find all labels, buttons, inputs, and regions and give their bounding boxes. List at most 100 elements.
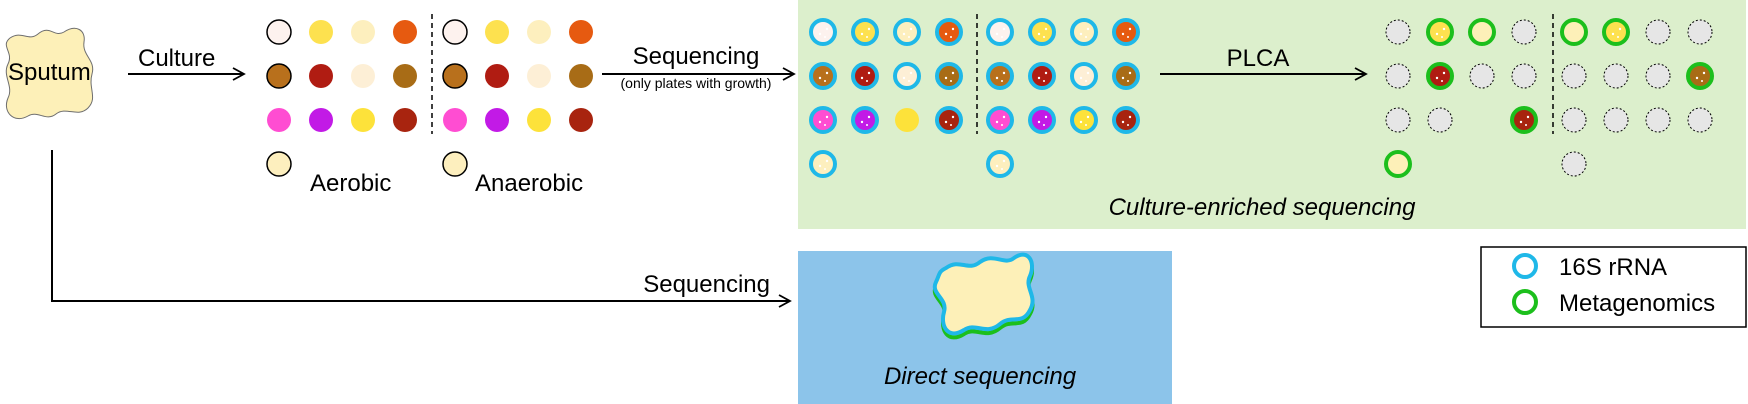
colony-dot [1001,168,1003,170]
legend-meta-ring [1512,289,1538,315]
colony-dot [825,27,829,31]
plca-empty-plate [1385,63,1411,89]
plca-empty-plate [1561,63,1587,89]
enriched-plate-16s [986,106,1014,134]
colony-dot [867,27,871,31]
plca-empty-plate [1385,107,1411,133]
culture-plate [527,64,551,88]
aerobic-plates [266,19,417,177]
colony-dot [824,168,826,170]
plca-meta-plate [1384,150,1412,178]
colony-dot [1128,115,1132,119]
plca-empty-plate [1603,63,1629,89]
sequencing-note: (only plates with growth) [621,75,772,91]
culture-plate [266,63,292,89]
colony-dot [1121,32,1125,36]
direct-sequencing-caption: Direct sequencing [884,363,1077,390]
colony-dot [818,76,822,80]
enriched-plate-16s [851,106,879,134]
colony-dot [1085,80,1087,82]
plca-empty-plate [1603,107,1629,133]
colony-dot [1002,27,1006,31]
enriched-plate-16s [809,62,837,90]
colony-dot [902,32,906,36]
plca-empty-plate [1645,107,1671,133]
colony-dot [1701,80,1703,82]
culture-plate [393,64,417,88]
culture-plate [527,108,551,132]
colony-dot [1043,124,1045,126]
culture-plate [485,64,509,88]
colony-dot [995,164,999,168]
colony-dot [951,27,955,31]
colony-dot [1128,71,1132,75]
colony-dot [1127,36,1129,38]
colony-dot [1037,76,1041,80]
enriched-plate-16s [851,18,879,46]
plca-empty-plate [1469,63,1495,89]
colony-dot [1618,27,1622,31]
enriched-plate-16s [1112,18,1140,46]
culture-plate [485,108,509,132]
colony-dot [1043,80,1045,82]
enriched-anaerobic-plates [986,18,1140,178]
colony-dot [1086,115,1090,119]
colony-dot [860,76,864,80]
enriched-plate [895,108,919,132]
plca-empty-plate [1427,107,1453,133]
colony-dot [866,124,868,126]
enriched-plate-16s [986,18,1014,46]
culture-plate [351,108,375,132]
colony-dot [867,71,871,75]
sequencing-label-bottom: Sequencing [643,271,770,298]
sputum-label: Sputum [8,59,91,86]
colony-dot [1519,120,1523,124]
colony-dot [909,27,913,31]
colony-dot [1441,36,1443,38]
enriched-plate-16s [935,62,963,90]
culture-plate [393,20,417,44]
enriched-plate-16s [893,18,921,46]
colony-dot [825,115,829,119]
colony-dot [1044,71,1048,75]
colony-dot [1085,36,1087,38]
colony-dot [909,71,913,75]
colony-dot [1001,80,1003,82]
colony-dot [944,32,948,36]
colony-dot [1128,27,1132,31]
culture-plate [309,20,333,44]
colony-dot [824,36,826,38]
enriched-plate-16s [935,18,963,46]
enriched-aerobic-plates [809,18,963,178]
colony-dot [818,120,822,124]
enriched-plate-16s [809,150,837,178]
sequencing-label-top: Sequencing [633,43,760,70]
colony-dot [824,124,826,126]
colony-dot [995,76,999,80]
colony-dot [1695,76,1699,80]
colony-dot [1121,76,1125,80]
plca-label: PLCA [1227,45,1290,72]
colony-dot [1086,27,1090,31]
colony-dot [995,120,999,124]
direct-blob [932,252,1035,336]
enriched-plate-16s [851,62,879,90]
culture-plate [351,20,375,44]
culture-plate [485,20,509,44]
colony-dot [1044,27,1048,31]
colony-dot [1617,36,1619,38]
culture-label: Culture [138,45,215,72]
legend-meta-label: Metagenomics [1559,290,1715,317]
colony-dot [1441,80,1443,82]
culture-plate [569,64,593,88]
colony-dot [995,32,999,36]
colony-dot [1611,32,1615,36]
colony-dot [818,164,822,168]
plca-meta-plate [1602,18,1630,46]
colony-dot [866,80,868,82]
plca-empty-plate [1511,63,1537,89]
colony-dot [824,80,826,82]
colony-dot [1043,36,1045,38]
enriched-plate-16s [1112,62,1140,90]
